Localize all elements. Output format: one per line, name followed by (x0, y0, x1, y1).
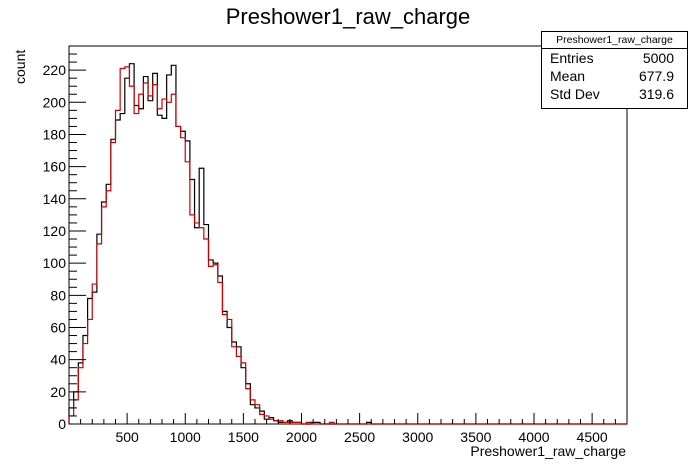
x-tick-label: 2500 (344, 429, 375, 445)
histogram-series-layer (68, 63, 627, 425)
y-tick-label: 180 (43, 126, 67, 142)
y-tick-label: 200 (43, 94, 67, 110)
y-tick-label: 60 (50, 319, 66, 335)
x-tick-label: 500 (115, 429, 139, 445)
y-tick-label: 40 (50, 352, 66, 368)
axes: 500 1000 1500 2000 2500 3000 3500 4000 4500 0 20 40… (43, 53, 616, 445)
y-tick-label: 140 (43, 191, 67, 207)
stats-mean-label: Mean (550, 68, 586, 84)
x-axis-label: Preshower1_raw_charge (470, 443, 626, 459)
y-tick-label: 0 (58, 416, 66, 432)
stats-row-entries: Entries 5000 (542, 49, 687, 67)
y-tick-label: 80 (50, 287, 66, 303)
x-tick-label: 2000 (286, 429, 317, 445)
stats-entries-label: Entries (550, 50, 594, 66)
x-tick-label: 4000 (518, 429, 549, 445)
stats-stddev-value: 319.6 (638, 86, 674, 102)
histogram-series-1 (68, 63, 627, 425)
y-tick-label: 120 (43, 223, 67, 239)
stats-box: Preshower1_raw_charge Entries 5000 Mean … (541, 31, 688, 109)
y-tick-label: 160 (43, 159, 67, 175)
y-tick-label: 220 (43, 62, 67, 78)
stats-entries-value: 5000 (642, 50, 674, 66)
histogram-series-2 (68, 66, 627, 425)
x-tick-label: 1500 (228, 429, 259, 445)
x-tick-label: 3500 (460, 429, 491, 445)
stats-row-stddev: Std Dev 319.6 (542, 85, 687, 103)
stats-box-title: Preshower1_raw_charge (542, 32, 687, 49)
y-axis-label: count (12, 50, 28, 84)
y-tick-label: 20 (50, 384, 66, 400)
stats-stddev-label: Std Dev (550, 86, 600, 102)
chart-title: Preshower1_raw_charge (225, 4, 471, 29)
stats-row-mean: Mean 677.9 (542, 67, 687, 85)
x-tick-label: 4500 (577, 429, 608, 445)
x-tick-label: 3000 (402, 429, 433, 445)
x-tick-label: 1000 (170, 429, 201, 445)
y-tick-label: 100 (43, 255, 67, 271)
stats-mean-value: 677.9 (638, 68, 674, 84)
